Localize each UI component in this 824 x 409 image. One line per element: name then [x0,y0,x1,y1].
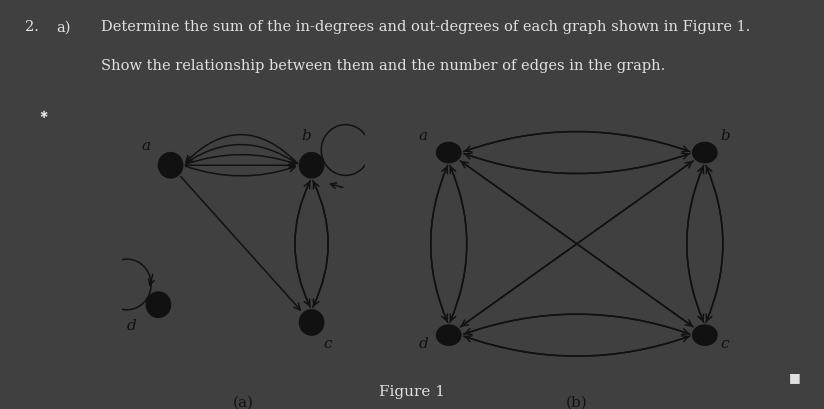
Circle shape [437,325,461,345]
Text: d: d [419,337,428,351]
Text: c: c [324,337,332,351]
Text: a: a [142,139,151,153]
Text: ✱: ✱ [40,110,48,120]
Text: ■: ■ [789,371,801,384]
Circle shape [299,153,324,178]
Text: d: d [127,319,137,333]
Text: a: a [419,129,428,143]
Text: b: b [302,129,311,143]
Circle shape [437,142,461,163]
Circle shape [693,325,717,345]
Circle shape [693,142,717,163]
Circle shape [299,310,324,335]
Text: (a): (a) [233,396,254,409]
Text: Determine the sum of the in-degrees and out-degrees of each graph shown in Figur: Determine the sum of the in-degrees and … [101,20,750,34]
Circle shape [158,153,183,178]
Text: 2.: 2. [25,20,39,34]
Text: b: b [720,129,730,143]
Text: Show the relationship between them and the number of edges in the graph.: Show the relationship between them and t… [101,59,665,73]
Text: (b): (b) [566,396,588,409]
Text: c: c [720,337,728,351]
Text: Figure 1: Figure 1 [379,385,445,399]
Text: a): a) [56,20,71,34]
Circle shape [146,292,171,317]
